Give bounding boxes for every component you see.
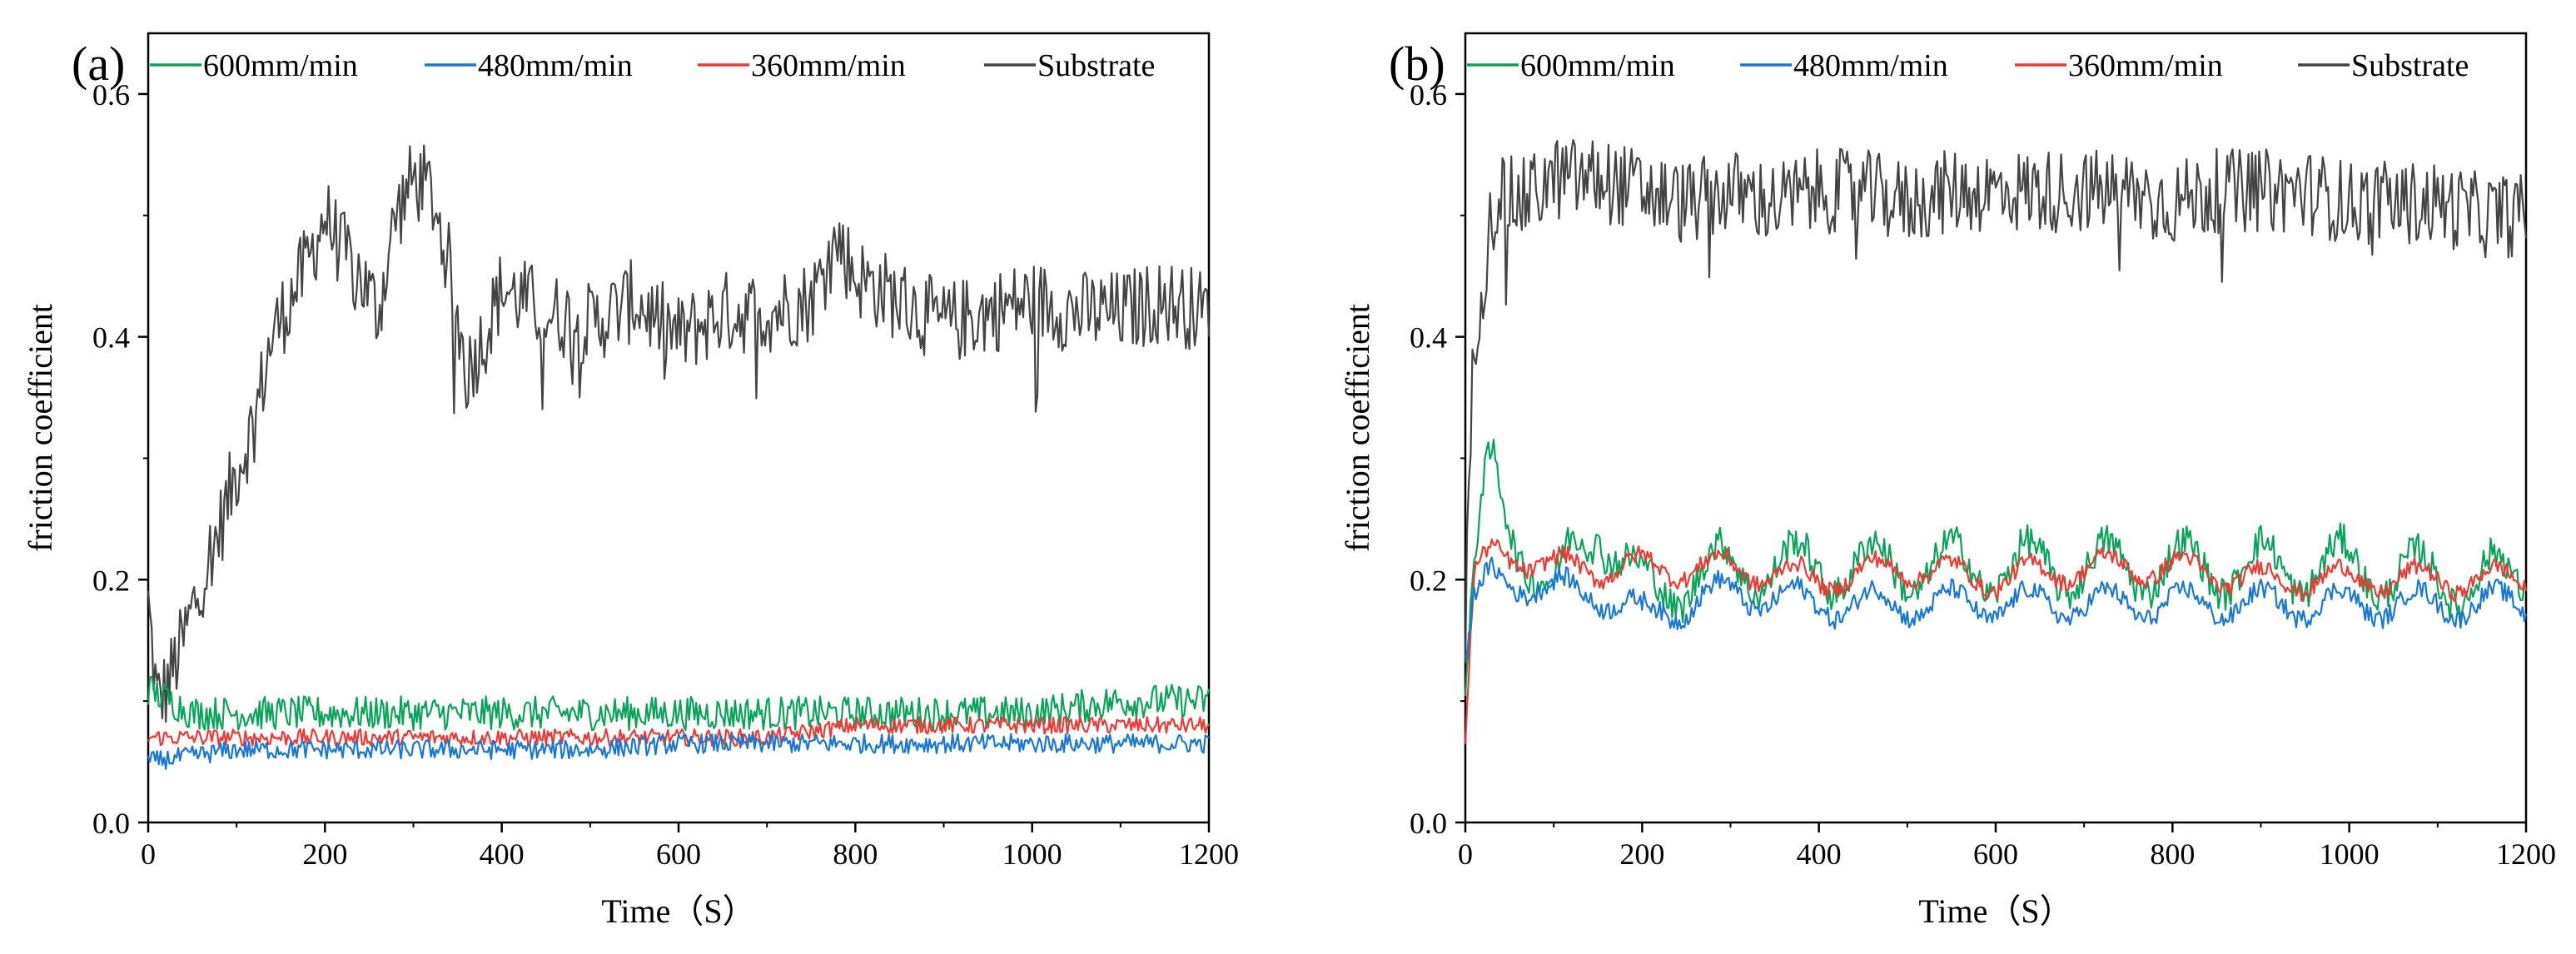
x-tick-label: 1200 (1179, 837, 1239, 871)
panel-label: (b) (1389, 37, 1445, 91)
series-line-480mm-min (147, 733, 1210, 770)
x-tick-label: 200 (302, 837, 347, 871)
series-line-360mm-min (1464, 538, 2528, 744)
y-axis-label: friction coefficient (1339, 304, 1376, 552)
x-tick-label: 400 (480, 837, 525, 871)
series-layer (147, 144, 1211, 770)
series-line-600mm-min (1464, 438, 2528, 697)
legend-label: 360mm/min (751, 48, 906, 83)
y-tick-label: 0.2 (1410, 564, 1447, 597)
y-tick-label: 0.6 (92, 78, 130, 112)
x-tick-label: 200 (1619, 837, 1664, 871)
x-tick-label: 800 (833, 837, 878, 871)
legend-label: 480mm/min (478, 48, 633, 83)
x-tick-label: 1200 (2496, 837, 2556, 871)
y-tick-label: 0.0 (92, 807, 130, 840)
legend-label: 360mm/min (2068, 48, 2223, 83)
ticks-layer: 0 200 400 600 800 1000 1200 0.0 0.2 0.4 0.6 (1410, 78, 2556, 871)
panel-label: (a) (72, 37, 125, 91)
panel-a: 0 200 400 600 800 1000 1200 0.0 0.2 0.4 0.6 600mm/… (22, 32, 1239, 930)
legend: 600mm/min 480mm/min 360mm/min Substrate (1467, 48, 2469, 83)
y-tick-label: 0.4 (1410, 321, 1447, 355)
x-axis-label: Time（S） (1918, 892, 2072, 930)
series-line-480mm-min (1465, 556, 2528, 660)
x-axis-label: Time（S） (601, 892, 755, 930)
x-tick-label: 1000 (1002, 837, 1062, 871)
x-tick-label: 0 (1458, 837, 1473, 871)
y-tick-label: 0.6 (1410, 78, 1447, 112)
legend: 600mm/min 480mm/min 360mm/min Substrate (150, 48, 1155, 83)
legend-label: 480mm/min (1793, 48, 1948, 83)
x-tick-label: 800 (2150, 837, 2195, 871)
ticks-layer: 0 200 400 600 800 1000 1200 0.0 0.2 0.4 0.6 (92, 78, 1239, 871)
y-tick-label: 0.2 (92, 564, 130, 597)
legend-label: Substrate (1037, 48, 1155, 83)
legend-label: 600mm/min (203, 48, 358, 83)
x-tick-label: 400 (1797, 837, 1842, 871)
x-tick-label: 1000 (2320, 837, 2380, 871)
x-tick-label: 0 (141, 837, 156, 871)
x-tick-label: 600 (656, 837, 701, 871)
series-line-substrate (1464, 139, 2528, 663)
series-line-substrate (147, 144, 1211, 723)
y-tick-label: 0.4 (92, 321, 130, 355)
series-layer (1464, 139, 2528, 744)
x-tick-label: 600 (1973, 837, 2018, 871)
legend-label: 600mm/min (1520, 48, 1675, 83)
y-tick-label: 0.0 (1410, 807, 1447, 840)
panel-b: 0 200 400 600 800 1000 1200 0.0 0.2 0.4 0.6 600mm/… (1339, 32, 2556, 930)
legend-label: Substrate (2351, 48, 2469, 83)
y-axis-label: friction coefficient (22, 304, 59, 552)
